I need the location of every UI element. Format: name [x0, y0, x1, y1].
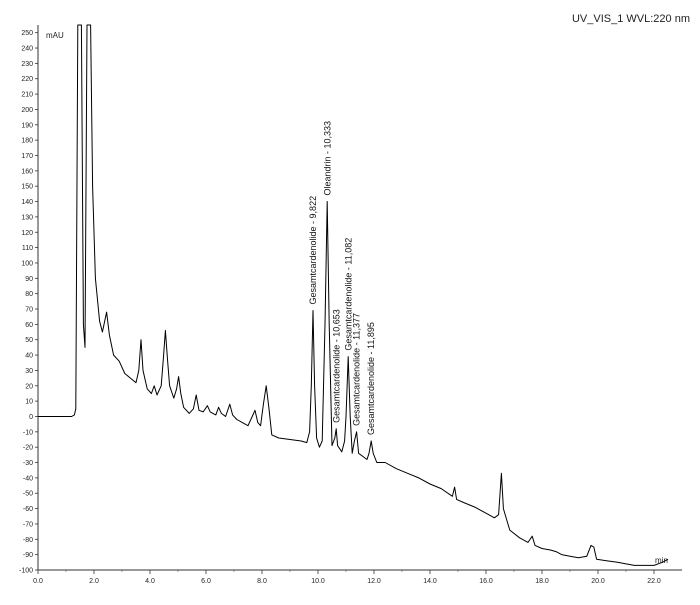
y-tick-label: 240 [21, 46, 33, 53]
x-tick-label: 18.0 [535, 578, 549, 585]
x-tick-label: 14.0 [423, 578, 437, 585]
y-tick-label: 90 [25, 276, 33, 283]
y-tick-label: 200 [21, 107, 33, 114]
y-tick-label: 210 [21, 92, 33, 99]
peak-label: Oleandrin - 10,333 [322, 121, 332, 196]
x-tick-label: 20.0 [591, 578, 605, 585]
y-tick-label: -50 [23, 491, 33, 498]
y-tick-label: -70 [23, 521, 33, 528]
y-tick-label: 80 [25, 291, 33, 298]
y-tick-label: 170 [21, 153, 33, 160]
y-tick-label: 160 [21, 168, 33, 175]
x-tick-label: 8.0 [257, 578, 267, 585]
x-tick-label: 22.0 [647, 578, 661, 585]
chart-title: UV_VIS_1 WVL:220 nm [572, 13, 690, 25]
peak-label: Gesamtcardenolide - 11,895 [366, 322, 376, 435]
y-tick-label: 150 [21, 184, 33, 191]
x-axis-unit-label: min [655, 556, 668, 565]
y-tick-label: 100 [21, 260, 33, 267]
y-tick-label: -30 [23, 460, 33, 467]
peak-label: Gesamtcardenolide - 9,822 [308, 196, 318, 305]
y-tick-label: 60 [25, 322, 33, 329]
y-tick-label: 190 [21, 122, 33, 129]
y-tick-label: -20 [23, 445, 33, 452]
y-tick-label: -40 [23, 475, 33, 482]
chart-plot-area [38, 24, 669, 566]
x-tick-label: 2.0 [89, 578, 99, 585]
y-tick-label: 0 [29, 414, 33, 421]
y-tick-label: 110 [22, 245, 33, 252]
y-tick-label: 30 [25, 368, 33, 375]
x-tick-label: 6.0 [201, 578, 211, 585]
y-axis-unit-label: mAU [46, 31, 64, 40]
y-tick-label: 50 [25, 337, 33, 344]
y-tick-label: 140 [21, 199, 33, 206]
y-tick-label: 20 [25, 383, 33, 390]
peak-label: Gesamtcardenolide - 10,653 [331, 309, 341, 423]
y-tick-label: 220 [21, 76, 33, 83]
x-tick-label: 0.0 [33, 578, 43, 585]
y-tick-label: 40 [25, 353, 33, 360]
x-tick-label: 4.0 [145, 578, 155, 585]
y-tick-label: -80 [23, 537, 33, 544]
y-tick-label: 250 [21, 30, 33, 37]
y-tick-label: 130 [21, 214, 33, 221]
chart-axes: 2502402302202102001901801701601501401301… [19, 25, 682, 585]
y-tick-label: 10 [25, 399, 33, 406]
y-tick-label: -90 [23, 552, 33, 559]
peak-label: Gesamtcardenolide - 11,377 [352, 313, 362, 426]
y-tick-label: -100 [19, 568, 33, 575]
x-tick-label: 16.0 [479, 578, 493, 585]
chromatogram-trace [38, 24, 669, 566]
y-tick-label: 230 [21, 61, 33, 68]
peak-labels: Gesamtcardenolide - 9,822 Oleandrin - 10,… [308, 121, 376, 435]
y-tick-label: 120 [21, 230, 33, 237]
y-tick-label: 180 [21, 138, 33, 145]
y-tick-label: -10 [23, 429, 33, 436]
y-tick-label: -60 [23, 506, 33, 513]
x-tick-label: 12.0 [367, 578, 381, 585]
y-tick-label: 70 [25, 307, 33, 314]
peak-label: Gesamtcardenolide - 11,082 [343, 238, 353, 351]
x-tick-label: 10.0 [311, 578, 325, 585]
